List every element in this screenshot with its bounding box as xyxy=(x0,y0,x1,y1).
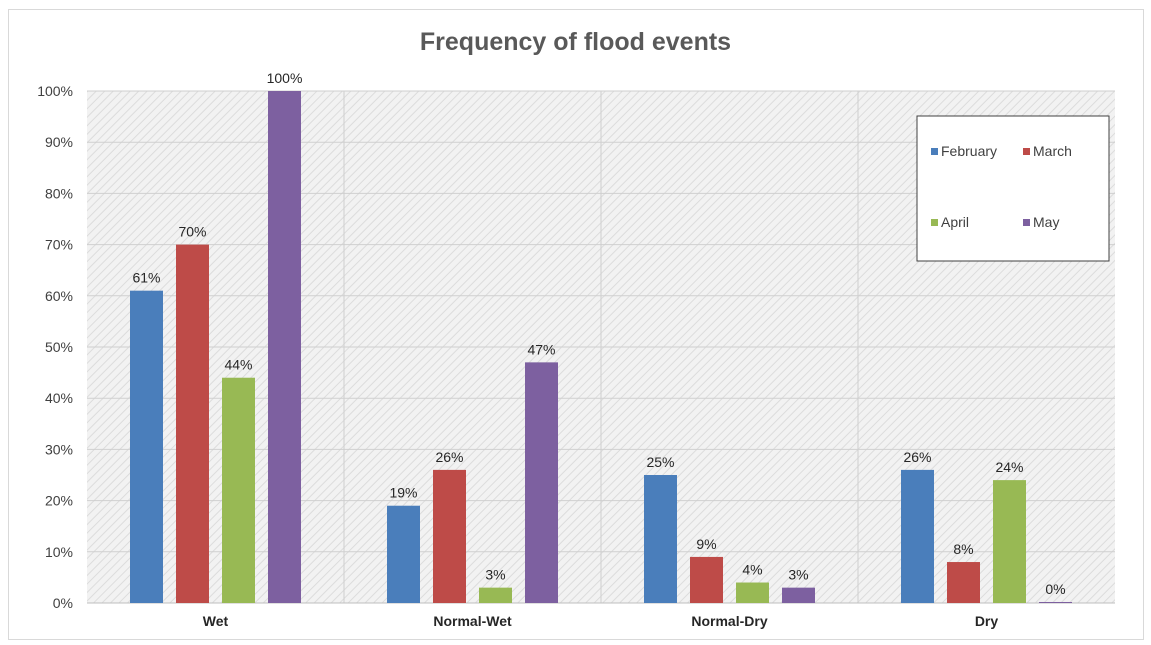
bar xyxy=(782,587,815,603)
legend-label: March xyxy=(1033,143,1072,159)
y-tick-label: 80% xyxy=(45,185,73,201)
data-label: 70% xyxy=(178,224,206,240)
bar xyxy=(901,469,934,603)
data-label: 47% xyxy=(527,341,555,357)
y-tick-label: 0% xyxy=(53,595,73,611)
bar xyxy=(387,505,420,603)
x-tick-label: Wet xyxy=(203,613,229,629)
y-tick-label: 90% xyxy=(45,134,73,150)
bar xyxy=(525,362,558,603)
data-label: 0% xyxy=(1045,581,1065,597)
bar xyxy=(479,587,512,603)
legend-swatch xyxy=(1023,219,1030,226)
y-tick-label: 60% xyxy=(45,288,73,304)
bar xyxy=(993,480,1026,603)
y-tick-label: 40% xyxy=(45,390,73,406)
legend-label: February xyxy=(941,143,997,159)
data-label: 44% xyxy=(224,357,252,373)
data-label: 4% xyxy=(742,562,762,578)
data-label: 26% xyxy=(435,449,463,465)
y-tick-label: 30% xyxy=(45,441,73,457)
legend-box xyxy=(916,115,1110,262)
y-tick-label: 70% xyxy=(45,237,73,253)
data-label: 25% xyxy=(646,454,674,470)
data-label: 24% xyxy=(995,459,1023,475)
bar xyxy=(433,469,466,603)
bar xyxy=(268,91,301,603)
legend-swatch xyxy=(931,148,938,155)
data-label: 3% xyxy=(485,567,505,583)
data-labels: 61% 70% 44% 100% 19% 26% 3% 47% 25% 9% 4% 3% 26% 8% 24… xyxy=(132,70,1065,597)
y-tick-label: 100% xyxy=(37,83,73,99)
bar xyxy=(1039,602,1072,603)
bar xyxy=(690,556,723,603)
bar xyxy=(947,562,980,603)
bar xyxy=(736,582,769,603)
y-tick-label: 20% xyxy=(45,493,73,509)
x-tick-label: Normal-Wet xyxy=(433,613,512,629)
data-label: 100% xyxy=(267,70,303,86)
data-label: 3% xyxy=(788,567,808,583)
axes: 0% 10% 20% 30% 40% 50% 60% 70% 80% 90% 100% Wet Norm… xyxy=(37,83,1115,629)
legend-label: May xyxy=(1033,214,1059,230)
data-label: 8% xyxy=(953,541,973,557)
bar xyxy=(222,377,255,603)
legend-label: April xyxy=(941,214,969,230)
bar xyxy=(130,290,163,603)
chart-title: Frequency of flood events xyxy=(419,28,732,56)
x-tick-label: Normal-Dry xyxy=(691,613,767,629)
data-label: 9% xyxy=(696,536,716,552)
legend-swatch xyxy=(1023,148,1030,155)
bar xyxy=(644,475,677,603)
legend-swatch xyxy=(931,219,938,226)
y-tick-label: 50% xyxy=(45,339,73,355)
data-label: 61% xyxy=(132,270,160,286)
legend: February March April May xyxy=(916,115,1110,262)
y-tick-label: 10% xyxy=(45,544,73,560)
data-label: 26% xyxy=(903,449,931,465)
data-label: 19% xyxy=(389,485,417,501)
x-tick-label: Dry xyxy=(975,613,999,629)
bar xyxy=(176,244,209,603)
bars xyxy=(130,91,1072,603)
